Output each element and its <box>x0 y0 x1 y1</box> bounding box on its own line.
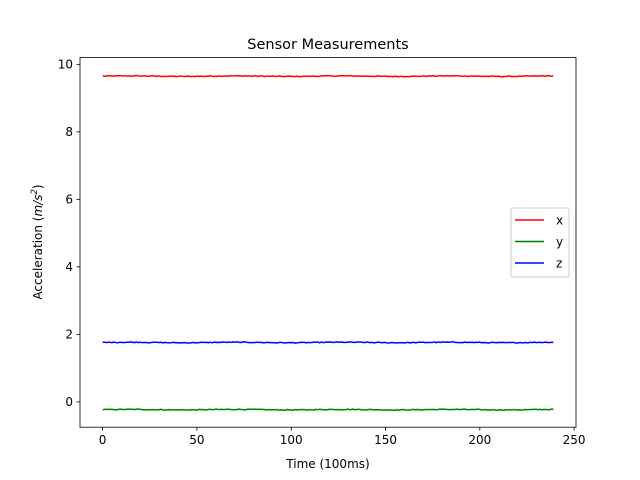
legend-label-y: y <box>556 235 563 249</box>
y-axis-ticks: 0 2 4 6 8 10 <box>58 58 80 409</box>
y-axis-label-exponent: 2 <box>30 189 40 194</box>
y-tick-label: 6 <box>65 193 73 207</box>
y-tick-label: 8 <box>65 125 73 139</box>
x-tick-label: 50 <box>189 433 204 447</box>
x-axis-label: Time (100ms) <box>285 457 369 471</box>
legend-box <box>510 207 570 278</box>
y-axis-label-unit: m/s <box>31 195 45 217</box>
series-layer <box>102 74 554 412</box>
plot-frame <box>79 57 577 428</box>
y-tick-label: 2 <box>65 328 73 342</box>
y-tick-label: 4 <box>65 260 73 274</box>
x-axis-ticks: 0 50 100 150 200 250 <box>99 427 586 447</box>
series-line-z <box>102 341 554 344</box>
y-axis-label: Acceleration (m/s2) <box>30 184 45 299</box>
legend: xyz <box>510 207 570 278</box>
legend-label-z: z <box>556 256 562 270</box>
legend-label-x: x <box>556 213 563 227</box>
y-axis-label-suffix: ) <box>31 184 45 189</box>
x-tick-label: 250 <box>563 433 586 447</box>
x-tick-label: 100 <box>280 433 303 447</box>
y-tick-label: 0 <box>65 395 73 409</box>
y-tick-label: 10 <box>58 58 73 72</box>
y-axis-label-prefix: Acceleration ( <box>31 217 45 300</box>
series-line-x <box>102 74 554 78</box>
x-tick-label: 0 <box>99 433 107 447</box>
x-tick-label: 200 <box>468 433 491 447</box>
series-line-y <box>102 408 554 412</box>
x-tick-label: 150 <box>374 433 397 447</box>
chart-title: Sensor Measurements <box>247 37 408 53</box>
plot-area <box>80 57 576 428</box>
